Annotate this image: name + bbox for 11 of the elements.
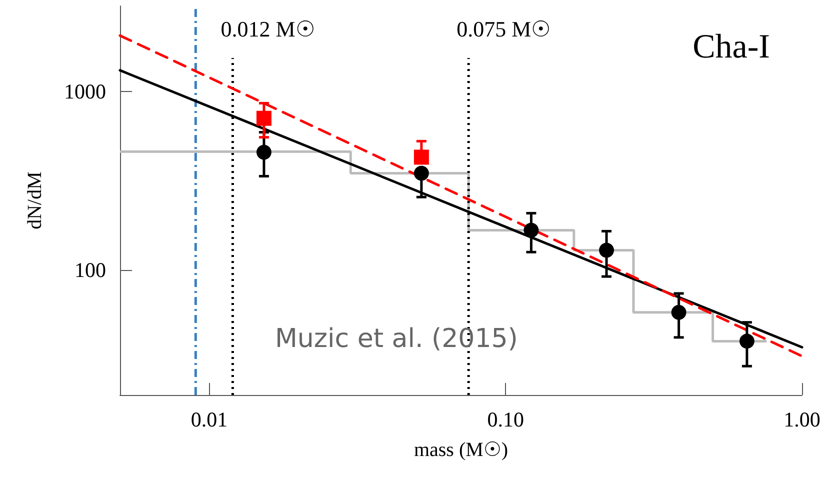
ref-line-label: 0.075 M☉	[456, 16, 552, 42]
annotation: Muzic et al. (2015)	[275, 324, 518, 354]
x-tick-label: 0.01	[190, 408, 228, 432]
y-tick-label: 100	[74, 258, 106, 282]
x-axis-title: mass (M☉)	[414, 439, 508, 461]
annotation: Cha-I	[692, 28, 770, 66]
x-tick-label: 1.00	[784, 408, 820, 432]
y-axis-title: dN/dM	[24, 171, 46, 230]
x-tick-label: 0.10	[487, 408, 524, 432]
y-tick-label: 1000	[64, 79, 106, 104]
ref-line-label: 0.012 M☉	[220, 16, 316, 42]
